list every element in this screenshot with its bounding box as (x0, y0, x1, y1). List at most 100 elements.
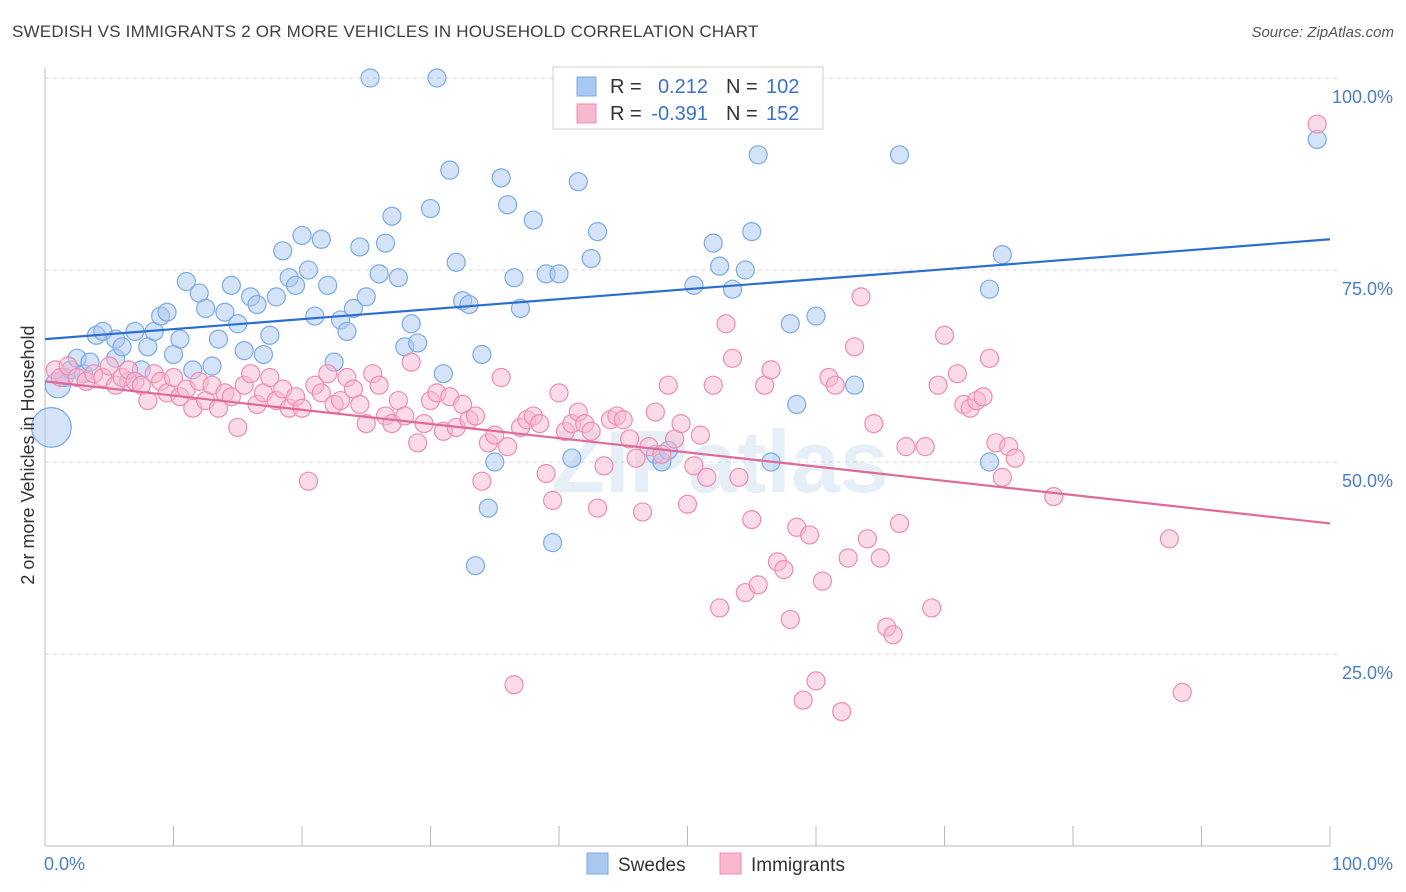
bottom-legend-label-immigrants: Immigrants (751, 855, 845, 876)
legend-swatch-immigrants (576, 103, 597, 124)
swedes-point (498, 195, 518, 215)
immigrants-point (992, 467, 1012, 487)
immigrants-point (896, 437, 916, 457)
legend-r-label-immigrants: R = (610, 103, 642, 125)
immigrants-point (1307, 114, 1327, 134)
immigrants-point (889, 513, 910, 534)
source-label: Source: ZipAtlas.com (1251, 24, 1394, 41)
swedes-point (388, 268, 408, 288)
swedes-point (350, 237, 370, 257)
immigrants-point (318, 364, 338, 384)
swedes-point (472, 344, 492, 365)
swedes-point (568, 172, 588, 192)
immigrants-point (491, 367, 511, 388)
immigrants-point (99, 356, 119, 376)
swedes-point (382, 206, 402, 226)
swedes-point (253, 344, 274, 365)
immigrants-point (401, 352, 421, 372)
swedes-point (587, 222, 608, 242)
immigrants-point (498, 437, 518, 457)
immigrants-point (356, 414, 376, 434)
immigrants-point (761, 360, 781, 380)
immigrants-point (883, 625, 903, 645)
swedes-point (221, 275, 241, 295)
swedes-point (979, 452, 1000, 472)
swedes-point (408, 333, 428, 353)
legend-swatch-swedes (576, 76, 597, 97)
swedes-point (748, 145, 768, 165)
legend-n-value-swedes: 102 (766, 76, 799, 98)
immigrants-point (748, 575, 768, 595)
immigrants-point (812, 571, 833, 591)
immigrants-point (742, 509, 762, 530)
swedes-point (247, 294, 267, 315)
swedes-point (215, 302, 235, 322)
swedes-point (360, 68, 380, 88)
legend-r-value-immigrants: -0.391 (651, 103, 708, 125)
immigrants-point (658, 375, 678, 395)
y-tick-label: 25.0% (1342, 663, 1393, 683)
immigrants-point (671, 414, 691, 434)
immigrants-point (684, 456, 704, 476)
bottom-legend-label-swedes: Swedes (618, 855, 686, 876)
swedes-point (735, 260, 755, 280)
immigrants-point (934, 325, 955, 345)
swedes-point (542, 533, 563, 553)
chart-title: SWEDISH VS IMMIGRANTS 2 OR MORE VEHICLES… (12, 22, 759, 41)
swedes-point (446, 252, 466, 272)
stats-legend: R = 0.212 N = 102 R = -0.391 N = 152 (552, 66, 824, 130)
y-tick-label: 75.0% (1342, 279, 1393, 299)
immigrants-point (260, 367, 280, 388)
swedes-point (234, 341, 254, 361)
swedes-point (722, 279, 743, 299)
immigrants-point (311, 383, 331, 403)
swedes-point (459, 294, 479, 315)
immigrants-point (228, 417, 248, 438)
immigrants-point (922, 598, 942, 618)
legend-r-label-swedes: R = (610, 76, 642, 98)
immigrants-point (504, 675, 524, 695)
swedes-point (112, 337, 132, 357)
axes (44, 68, 1331, 847)
swedes-point (356, 287, 376, 307)
swedes-point (703, 233, 723, 253)
immigrants-point (138, 390, 158, 411)
immigrants-point (677, 494, 698, 514)
swedes-point (420, 198, 441, 219)
swedes-point (440, 160, 460, 180)
immigrants-point (530, 414, 550, 434)
immigrants-point (979, 348, 1000, 368)
immigrants-point (844, 337, 865, 357)
immigrants-point (472, 471, 492, 491)
immigrants-points (45, 114, 1327, 722)
swedes-point (401, 314, 421, 334)
swedes-point (523, 210, 543, 230)
x-tick-label: 100.0% (1332, 854, 1393, 874)
immigrants-point (536, 463, 556, 484)
swedes-point (285, 275, 306, 295)
immigrants-point (408, 433, 428, 453)
immigrants-point (1005, 448, 1025, 468)
swedes-point (202, 356, 222, 376)
swedes-point (979, 279, 1000, 299)
immigrants-point (613, 410, 633, 430)
swedes-point (491, 168, 511, 188)
immigrants-point (587, 498, 608, 518)
y-axis-label: 2 or more Vehicles in Household (18, 325, 38, 584)
swedes-point (889, 145, 910, 165)
swedes-point (337, 321, 357, 342)
immigrants-point (626, 448, 646, 468)
swedes-point (504, 268, 524, 288)
swedes-point (305, 306, 325, 326)
immigrants-point (1172, 682, 1192, 703)
swedes-point (311, 229, 331, 249)
swedes-point (375, 233, 396, 253)
trend-lines (44, 238, 1331, 525)
immigrants-point (832, 701, 852, 722)
immigrants-point (722, 348, 743, 368)
immigrants-point (645, 402, 665, 422)
swedes-point (806, 306, 826, 326)
immigrants-point (703, 375, 723, 395)
swedes-point (742, 222, 762, 242)
swedes-point (844, 375, 865, 395)
